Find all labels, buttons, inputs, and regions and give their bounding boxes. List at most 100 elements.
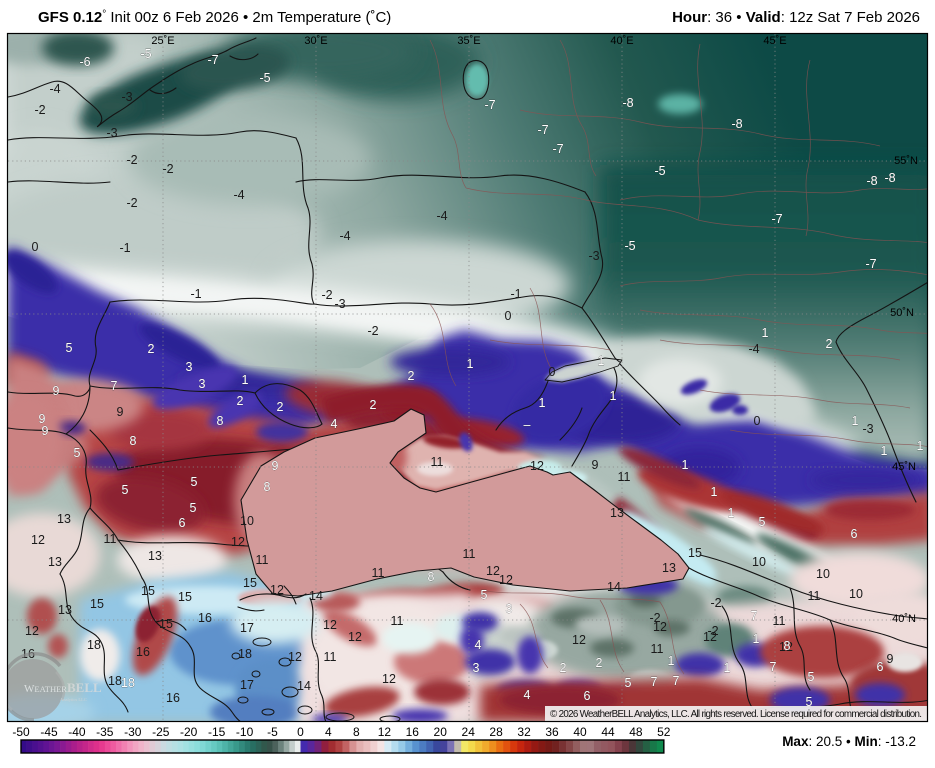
- svg-text:11: 11: [463, 547, 476, 561]
- svg-text:11: 11: [372, 566, 385, 580]
- svg-text:2: 2: [826, 337, 833, 351]
- svg-text:36: 36: [545, 725, 559, 739]
- svg-text:12: 12: [703, 630, 717, 644]
- svg-text:WEATHERBELL: WEATHERBELL: [24, 680, 102, 695]
- svg-text:12: 12: [288, 650, 302, 664]
- svg-text:1: 1: [467, 357, 474, 371]
- svg-text:9: 9: [53, 384, 60, 398]
- svg-text:17: 17: [240, 621, 254, 635]
- svg-text:13: 13: [610, 506, 624, 520]
- svg-text:8: 8: [130, 434, 137, 448]
- svg-text:1: 1: [539, 396, 546, 410]
- svg-text:3: 3: [506, 602, 513, 616]
- svg-text:13: 13: [48, 555, 62, 569]
- svg-text:3: 3: [199, 377, 206, 391]
- svg-text:-2: -2: [710, 596, 721, 610]
- svg-text:2: 2: [148, 342, 155, 356]
- svg-text:18: 18: [238, 647, 252, 661]
- svg-text:-1: -1: [510, 287, 521, 301]
- svg-text:-3: -3: [588, 249, 599, 263]
- svg-text:9: 9: [592, 458, 599, 472]
- svg-text:6: 6: [179, 516, 186, 530]
- svg-text:Analytics LLC: Analytics LLC: [60, 697, 87, 702]
- svg-text:2: 2: [560, 661, 567, 675]
- svg-text:13: 13: [58, 603, 72, 617]
- svg-text:8: 8: [353, 725, 360, 739]
- svg-text:12: 12: [530, 459, 544, 473]
- svg-text:-2: -2: [162, 162, 173, 176]
- svg-text:10: 10: [816, 567, 830, 581]
- svg-text:-8: -8: [731, 117, 742, 131]
- svg-text:5: 5: [625, 676, 632, 690]
- svg-text:7: 7: [751, 609, 758, 623]
- svg-text:-2: -2: [126, 196, 137, 210]
- svg-text:40˚E: 40˚E: [610, 35, 633, 47]
- svg-text:-5: -5: [654, 164, 665, 178]
- svg-text:-8: -8: [866, 174, 877, 188]
- svg-text:12: 12: [231, 535, 245, 549]
- svg-text:1: 1: [598, 354, 605, 368]
- svg-text:-1: -1: [190, 287, 201, 301]
- svg-text:–: –: [524, 418, 531, 432]
- svg-text:12: 12: [348, 630, 362, 644]
- svg-text:-4: -4: [233, 188, 244, 202]
- svg-text:16: 16: [198, 611, 212, 625]
- svg-text:5: 5: [122, 483, 129, 497]
- svg-text:5: 5: [74, 446, 81, 460]
- svg-text:8: 8: [784, 639, 791, 653]
- svg-text:10: 10: [849, 587, 863, 601]
- svg-text:35˚E: 35˚E: [457, 35, 480, 47]
- svg-text:15: 15: [141, 584, 155, 598]
- svg-text:10: 10: [240, 514, 254, 528]
- svg-text:-35: -35: [96, 725, 114, 739]
- svg-text:12: 12: [378, 725, 392, 739]
- svg-text:18: 18: [121, 676, 135, 690]
- svg-text:11: 11: [651, 642, 664, 656]
- svg-text:10: 10: [752, 555, 766, 569]
- svg-text:52: 52: [657, 725, 671, 739]
- svg-text:2: 2: [370, 398, 377, 412]
- svg-text:12: 12: [31, 533, 45, 547]
- svg-text:-2: -2: [649, 611, 660, 625]
- svg-text:7: 7: [111, 379, 118, 393]
- svg-text:15: 15: [90, 597, 104, 611]
- svg-text:1: 1: [724, 661, 731, 675]
- svg-text:45˚E: 45˚E: [763, 35, 786, 47]
- svg-text:17: 17: [240, 678, 254, 692]
- svg-text:15: 15: [688, 546, 702, 560]
- svg-text:-4: -4: [748, 342, 759, 356]
- svg-text:2: 2: [277, 400, 284, 414]
- svg-text:6: 6: [877, 660, 884, 674]
- svg-text:18: 18: [87, 638, 101, 652]
- svg-text:1: 1: [610, 389, 617, 403]
- svg-text:30˚E: 30˚E: [304, 35, 327, 47]
- svg-text:18: 18: [108, 674, 122, 688]
- svg-text:5: 5: [481, 588, 488, 602]
- svg-text:1: 1: [881, 444, 888, 458]
- svg-text:-30: -30: [124, 725, 142, 739]
- svg-text:-7: -7: [537, 123, 548, 137]
- svg-text:11: 11: [808, 589, 821, 603]
- svg-text:4: 4: [524, 688, 531, 702]
- svg-text:-7: -7: [771, 212, 782, 226]
- svg-text:6: 6: [851, 527, 858, 541]
- svg-text:-2: -2: [707, 624, 718, 638]
- svg-text:12: 12: [25, 624, 39, 638]
- svg-text:12: 12: [270, 583, 284, 597]
- svg-text:12: 12: [486, 564, 500, 578]
- svg-text:5: 5: [66, 341, 73, 355]
- svg-text:-10: -10: [236, 725, 254, 739]
- svg-text:16: 16: [406, 725, 420, 739]
- svg-text:5: 5: [806, 695, 813, 709]
- svg-text:55˚N: 55˚N: [894, 155, 918, 167]
- svg-text:5: 5: [191, 475, 198, 489]
- svg-text:15: 15: [159, 617, 173, 631]
- svg-text:12: 12: [572, 633, 586, 647]
- svg-text:9: 9: [117, 405, 124, 419]
- svg-text:44: 44: [601, 725, 615, 739]
- svg-text:15: 15: [178, 590, 192, 604]
- svg-text:-20: -20: [180, 725, 198, 739]
- svg-text:2: 2: [596, 656, 603, 670]
- svg-text:9: 9: [39, 412, 46, 426]
- svg-text:9: 9: [272, 459, 279, 473]
